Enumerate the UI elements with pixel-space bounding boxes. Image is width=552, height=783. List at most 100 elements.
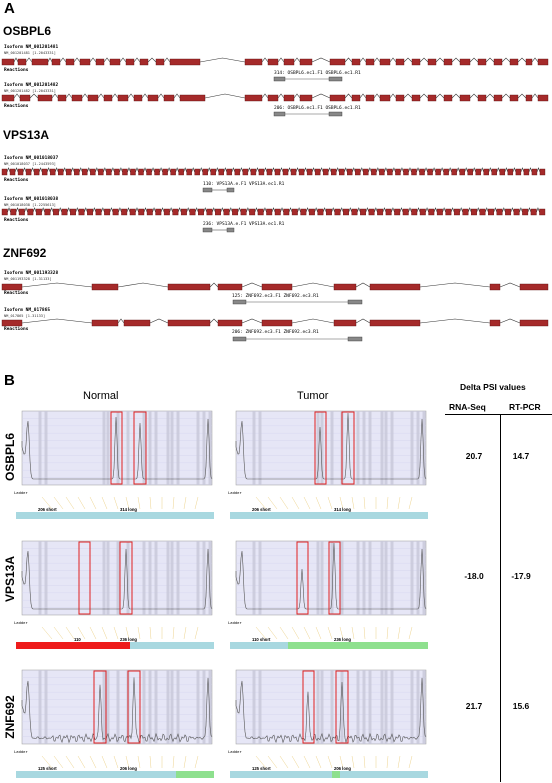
fragment-connector bbox=[113, 755, 119, 769]
exon-box bbox=[257, 208, 264, 216]
intron-line bbox=[280, 207, 284, 213]
fragment-bar bbox=[230, 771, 390, 778]
intron-line bbox=[408, 207, 412, 213]
intron-line bbox=[117, 282, 169, 288]
intron-line bbox=[531, 57, 539, 63]
exon-box bbox=[178, 168, 184, 176]
intron-line bbox=[38, 167, 43, 173]
intron-line bbox=[109, 207, 114, 213]
exon-box bbox=[78, 208, 85, 216]
exon-box bbox=[114, 168, 120, 176]
ladder-label: Ladder bbox=[228, 620, 242, 625]
exon-box bbox=[427, 168, 433, 176]
exon-box bbox=[530, 208, 537, 216]
exon-box bbox=[379, 168, 385, 176]
fragment-connector bbox=[149, 626, 152, 640]
exon-box bbox=[525, 94, 533, 102]
intron-line bbox=[448, 167, 452, 173]
intron-line bbox=[456, 167, 460, 173]
intron-line bbox=[97, 93, 105, 99]
exon-box bbox=[198, 208, 204, 216]
intron-line bbox=[291, 282, 335, 288]
ladder-band bbox=[106, 670, 110, 744]
intron-line bbox=[152, 207, 156, 213]
intron-line bbox=[392, 167, 396, 173]
intron-line bbox=[261, 93, 269, 99]
exon-box bbox=[419, 168, 425, 176]
primer-box bbox=[226, 227, 235, 233]
intron-line bbox=[480, 167, 485, 173]
exon-box bbox=[258, 168, 265, 176]
intron-line bbox=[7, 207, 11, 213]
intron-line bbox=[384, 167, 388, 173]
fragment-label-long: 206 long bbox=[334, 766, 351, 771]
primer-label: 206: OSBPL6.ec1.F1 OSBPL6.ec1.R1 bbox=[274, 106, 361, 111]
fragment-connector bbox=[89, 626, 97, 640]
exon-box bbox=[519, 283, 549, 291]
transcript-track bbox=[1, 57, 549, 66]
intron-line bbox=[191, 167, 195, 173]
exon-box bbox=[451, 168, 457, 176]
exon-box bbox=[443, 168, 449, 176]
ladder-band bbox=[202, 670, 206, 744]
electropherogram-vps13a-tumor: Ladder 110 short 236 long bbox=[228, 540, 428, 649]
intron-line bbox=[322, 207, 327, 213]
intron-line bbox=[95, 167, 99, 173]
ladder-band bbox=[38, 541, 42, 615]
fragment-connector bbox=[183, 496, 187, 510]
fragment-connector bbox=[255, 755, 267, 769]
intron-line bbox=[376, 167, 380, 173]
fragment-connector bbox=[267, 626, 278, 640]
ladder-band bbox=[196, 411, 200, 485]
exon-box bbox=[121, 208, 128, 216]
fragment-label-long: 206 long bbox=[120, 766, 137, 771]
exon-box bbox=[306, 168, 313, 176]
isoform-coords: NM_001193328 [1-31133] bbox=[4, 277, 52, 281]
intron-line bbox=[111, 167, 115, 173]
intron-line bbox=[504, 167, 509, 173]
electropherogram-osbpl6-normal: Ladder 206 short 314 long bbox=[14, 410, 214, 519]
intron-line bbox=[215, 167, 220, 173]
ladder-band bbox=[44, 411, 48, 485]
intron-line bbox=[501, 93, 511, 99]
trace-line bbox=[21, 677, 213, 744]
exon-box bbox=[10, 208, 17, 216]
intron-line bbox=[373, 93, 381, 99]
exon-box bbox=[106, 168, 112, 176]
reactions-label: Reactions bbox=[4, 68, 29, 73]
ladder-band bbox=[410, 670, 414, 744]
trace-line bbox=[235, 412, 427, 480]
intron-line bbox=[403, 57, 413, 63]
fragment-connector bbox=[101, 626, 108, 640]
intron-line bbox=[24, 207, 28, 213]
intron-line bbox=[403, 93, 413, 99]
ladder-band bbox=[102, 541, 106, 615]
exon-box bbox=[539, 208, 546, 216]
electropherogram-vps13a-normal: Ladder 110 236 long bbox=[14, 540, 214, 649]
ladder-band bbox=[170, 541, 174, 615]
fragment-connector bbox=[255, 496, 267, 510]
intron-line bbox=[46, 167, 51, 173]
intron-line bbox=[199, 57, 246, 63]
exon-box bbox=[477, 58, 487, 66]
exon-box bbox=[266, 208, 273, 216]
ladder-band bbox=[390, 411, 394, 485]
intron-line bbox=[66, 207, 71, 213]
ladder-band bbox=[102, 670, 106, 744]
ladder-band bbox=[320, 541, 324, 615]
ladder-band bbox=[390, 541, 394, 615]
exon-box bbox=[365, 58, 375, 66]
exon-box bbox=[459, 94, 471, 102]
delta-table-divider bbox=[500, 414, 501, 782]
intron-line bbox=[81, 93, 89, 99]
exon-box bbox=[371, 168, 377, 176]
ladder-band bbox=[416, 670, 420, 744]
intron-line bbox=[47, 57, 53, 63]
exon-box bbox=[242, 168, 249, 176]
intron-line bbox=[484, 207, 489, 213]
fragment-connector bbox=[137, 496, 141, 510]
exon-box bbox=[467, 168, 473, 176]
intron-line bbox=[119, 167, 123, 173]
ladder-label: Ladder bbox=[14, 490, 28, 495]
primer-label: 206: ZNF692.ec3.F1 ZNF692.ec3.R1 bbox=[232, 330, 319, 335]
